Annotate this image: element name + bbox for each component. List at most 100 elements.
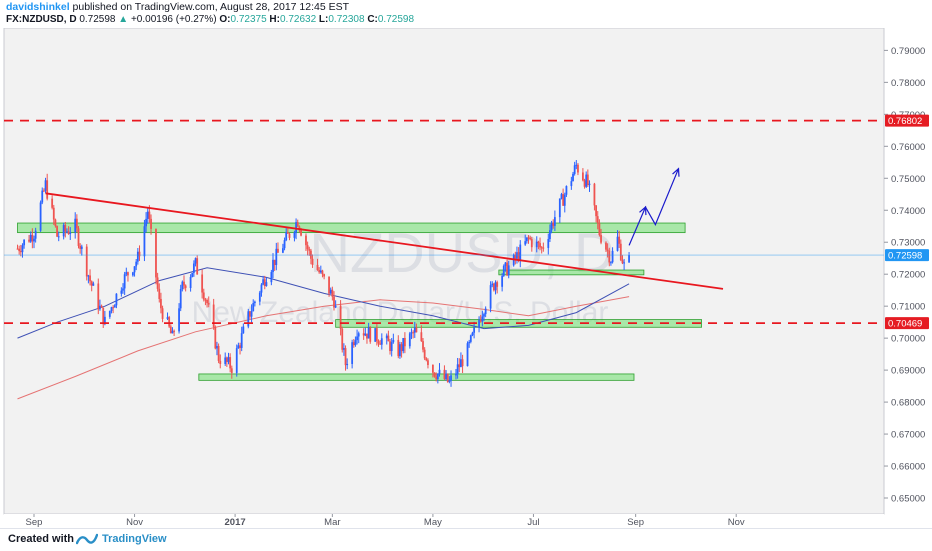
candle — [216, 341, 218, 356]
candle-body — [16, 248, 19, 250]
candle-body — [181, 281, 184, 289]
candle-body — [560, 194, 563, 199]
candle — [542, 242, 545, 252]
candle-body — [377, 341, 380, 344]
candle — [23, 239, 26, 249]
candle-body — [466, 343, 469, 367]
candle-body — [229, 357, 232, 369]
candle — [293, 230, 296, 242]
candle-body — [306, 245, 309, 250]
candle-body — [489, 285, 492, 309]
candle-body — [369, 327, 372, 342]
price-scale-background[interactable] — [884, 28, 932, 514]
candle — [201, 269, 204, 299]
candle-body — [125, 272, 128, 275]
candle-body — [263, 279, 266, 287]
candle-body — [87, 275, 90, 277]
candle-body — [28, 239, 30, 242]
candle-body — [262, 279, 265, 285]
time-axis: Sep Nov 2017 Mar May Jul Sep Nov — [26, 514, 745, 528]
candle — [550, 220, 553, 234]
candle — [52, 204, 55, 225]
candle-body — [77, 228, 80, 246]
candle-body — [123, 274, 126, 289]
candle-body — [450, 375, 452, 381]
candle — [90, 280, 93, 292]
candle-body — [352, 342, 355, 346]
projection-arrowhead-2 — [672, 167, 680, 177]
candle — [392, 333, 395, 344]
candle — [611, 247, 614, 264]
candle-body — [573, 165, 576, 174]
candle-body — [387, 335, 390, 342]
candle — [502, 264, 505, 277]
candle-body — [537, 241, 540, 244]
candle — [572, 171, 574, 182]
candle-body — [132, 272, 134, 276]
symbol-label[interactable]: FX:NZDUSD, D — [6, 14, 77, 25]
candle-body — [390, 342, 393, 352]
candle-body — [458, 364, 461, 368]
tradingview-logo-icon[interactable] — [76, 532, 98, 546]
candle — [483, 312, 485, 321]
candle — [122, 283, 124, 294]
candle — [504, 261, 507, 272]
candle-body — [225, 357, 228, 362]
candle-body — [69, 232, 72, 234]
candle — [247, 308, 250, 329]
candle — [143, 219, 146, 262]
candle-body — [435, 376, 438, 380]
candle — [618, 230, 621, 248]
projection-path — [628, 168, 680, 246]
candle-body — [136, 251, 139, 262]
candle-body — [240, 333, 243, 348]
candle — [67, 226, 70, 235]
time-tick-label: Nov — [126, 517, 143, 528]
candle-body — [196, 258, 199, 275]
candle-body — [408, 333, 411, 347]
candle-body — [75, 218, 78, 229]
candle-body — [74, 218, 77, 233]
candle-body — [558, 198, 561, 218]
candle-body — [504, 262, 507, 266]
candle-body — [29, 234, 32, 242]
candle — [471, 331, 474, 337]
candle-body — [481, 316, 484, 322]
candle-body — [305, 235, 307, 246]
candle — [42, 188, 45, 192]
candle-body — [265, 282, 268, 287]
candle-body — [191, 272, 194, 277]
time-scale-background[interactable] — [4, 514, 884, 528]
candle — [123, 271, 126, 295]
close-value: 0.72598 — [377, 14, 415, 25]
candle-body — [494, 282, 497, 291]
moving-average-red — [17, 296, 630, 400]
candle — [598, 219, 601, 237]
candle-body — [606, 249, 609, 251]
candle — [311, 254, 314, 268]
last-price: 0.72598 — [79, 14, 116, 25]
candle — [329, 287, 332, 294]
candle-body — [212, 304, 215, 327]
price-tick-label: 0.67000 — [891, 430, 925, 441]
candle-body — [145, 218, 147, 227]
author-link[interactable]: davidshinkel — [6, 1, 70, 13]
candle — [145, 212, 147, 233]
candle-body — [422, 341, 424, 350]
candle — [377, 339, 380, 347]
candle — [484, 306, 487, 318]
candle — [69, 227, 72, 240]
candle-body — [423, 349, 426, 359]
candle-body — [253, 301, 256, 304]
candle-body — [412, 332, 415, 334]
candle — [425, 357, 428, 362]
tradingview-brand-link[interactable]: TradingView — [102, 533, 167, 545]
candle — [191, 272, 194, 278]
candle-body — [471, 332, 474, 336]
candle — [18, 245, 21, 255]
candle — [600, 228, 602, 245]
candle-body — [319, 270, 322, 273]
candle — [387, 330, 390, 342]
candle — [530, 237, 533, 252]
